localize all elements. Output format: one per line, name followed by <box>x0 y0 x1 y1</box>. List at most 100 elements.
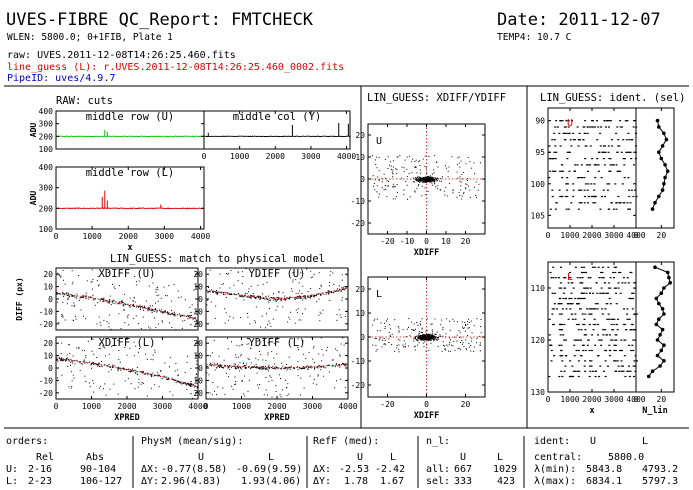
ident_u-point <box>617 195 620 198</box>
ident_u-point <box>620 151 623 153</box>
raw_middle_row_l-xlabel: x <box>127 243 132 253</box>
xdiff_l-point <box>111 346 113 348</box>
xdiff_ydiff_l-point <box>404 343 406 345</box>
xdiff_l-point <box>185 384 187 386</box>
ident_l-point <box>628 344 631 346</box>
xdiff_u-point <box>189 306 191 308</box>
xdiff_ydiff_l-point <box>417 339 419 341</box>
xdiff_ydiff_u-point <box>440 178 442 180</box>
ydiff_u-point <box>254 296 255 298</box>
ydiff_u-point <box>256 296 258 297</box>
xdiff_ydiff_u-point <box>405 181 407 182</box>
xdiff_ydiff_u-points <box>372 154 481 200</box>
ydiff_l-point <box>248 365 250 367</box>
ydiff_u-point <box>246 296 248 298</box>
nl-sel-l: 423 <box>497 476 515 487</box>
xdiff_u-point <box>144 305 145 307</box>
xdiff_l-point <box>107 366 109 368</box>
ydiff_u-point <box>231 294 233 296</box>
ydiff_l-point <box>343 344 345 346</box>
xdiff_l-point <box>73 377 75 379</box>
ident_u-point <box>607 208 610 210</box>
xdiff_ydiff_u-point <box>387 185 389 187</box>
xdiff_u-point <box>150 305 151 307</box>
xdiff_ydiff_u-point <box>430 178 432 180</box>
xdiff_u-point <box>82 295 84 297</box>
ydiff_l-point <box>267 366 269 368</box>
xdiff_l-point <box>79 361 81 363</box>
ydiff_u-point <box>291 290 293 292</box>
ident_l-point <box>634 365 636 367</box>
reff-dy-l: 1.67 <box>380 476 404 487</box>
ydiff_l-point <box>337 365 339 367</box>
ident_l-point <box>620 349 623 352</box>
nlin_l-point <box>668 281 672 285</box>
ident_u-point <box>622 139 625 141</box>
ident_l-point <box>577 360 580 362</box>
ident_l-xtick-label: 3000 <box>604 395 623 404</box>
ident_u-point <box>590 183 593 185</box>
ident_l-point <box>572 287 575 289</box>
xdiff_ydiff_l-point <box>391 333 393 335</box>
xdiff_u-point <box>129 306 131 308</box>
xdiff_ydiff_u-point <box>383 189 385 191</box>
ident-lmax-l: 5797.3 <box>642 476 678 487</box>
xdiff_ydiff_u-point <box>406 168 408 170</box>
nlin_l-point <box>660 327 665 332</box>
xdiff_ydiff_l-point <box>435 339 437 340</box>
ident_u-point <box>551 195 554 198</box>
ident_u-point <box>552 158 555 160</box>
xdiff_ydiff_l-point <box>391 344 393 345</box>
xdiff_l-point <box>61 359 63 361</box>
ydiff_u-point <box>339 288 340 290</box>
ydiff_l-ytick-label: 10 <box>193 352 203 361</box>
xdiff_ydiff_l-point <box>454 336 456 338</box>
xdiff_ydiff_u-point <box>394 198 396 200</box>
xdiff_l-point <box>60 358 62 360</box>
ydiff_l-point <box>288 356 290 358</box>
xdiff_ydiff_l-point <box>465 348 467 349</box>
ident_l-point <box>626 308 629 310</box>
ydiff_u-point <box>268 295 270 297</box>
ydiff_l-point <box>250 362 252 364</box>
xdiff_u-point <box>72 294 74 296</box>
ydiff_l-point <box>243 363 244 365</box>
ydiff_l-point <box>321 360 323 362</box>
xdiff_ydiff_u-point <box>475 181 477 183</box>
ydiff_u-point <box>255 297 257 299</box>
xdiff_l-point <box>102 345 104 347</box>
ydiff_l-point <box>267 394 268 396</box>
ydiff_u-point <box>228 272 230 274</box>
ident_l-point <box>582 349 585 352</box>
xdiff_ydiff_u-point <box>378 170 380 172</box>
ydiff_u-point <box>222 292 224 294</box>
temp-info: TEMP4: 10.7 C <box>497 32 571 43</box>
section-ident: LIN_GUESS: ident. (sel) <box>540 92 685 104</box>
xdiff_l-point <box>98 364 100 366</box>
ydiff_l-point <box>240 366 241 368</box>
ydiff_u-point <box>304 308 306 310</box>
ident_u-point <box>630 158 633 160</box>
xdiff_ydiff_u-point <box>433 177 435 179</box>
ident_l-point <box>611 318 614 320</box>
xdiff_l-point <box>78 348 80 350</box>
ident_l-point <box>630 349 633 352</box>
ident_u-point <box>631 139 634 141</box>
xdiff_l-point <box>128 370 130 372</box>
ydiff_u-point <box>313 295 314 297</box>
xdiff_l-point <box>61 357 62 359</box>
ydiff_u-point <box>292 281 294 283</box>
xdiff_ydiff_u-point <box>424 187 426 189</box>
xdiff_u-point <box>161 321 163 323</box>
ydiff_l-point <box>264 365 266 367</box>
ident_l-point <box>565 339 567 341</box>
ident_l-point <box>572 370 575 372</box>
xdiff_ydiff_u-point <box>427 181 429 182</box>
xdiff_ydiff_l-point <box>396 344 398 346</box>
xdiff_u-point <box>88 296 90 298</box>
xdiff_u-point <box>84 296 86 298</box>
xdiff_u-point <box>66 295 68 296</box>
xdiff_u-point <box>192 318 194 320</box>
xdiff_ydiff_u-xtick-label: 20 <box>461 237 471 246</box>
ident_l-point <box>603 292 606 294</box>
